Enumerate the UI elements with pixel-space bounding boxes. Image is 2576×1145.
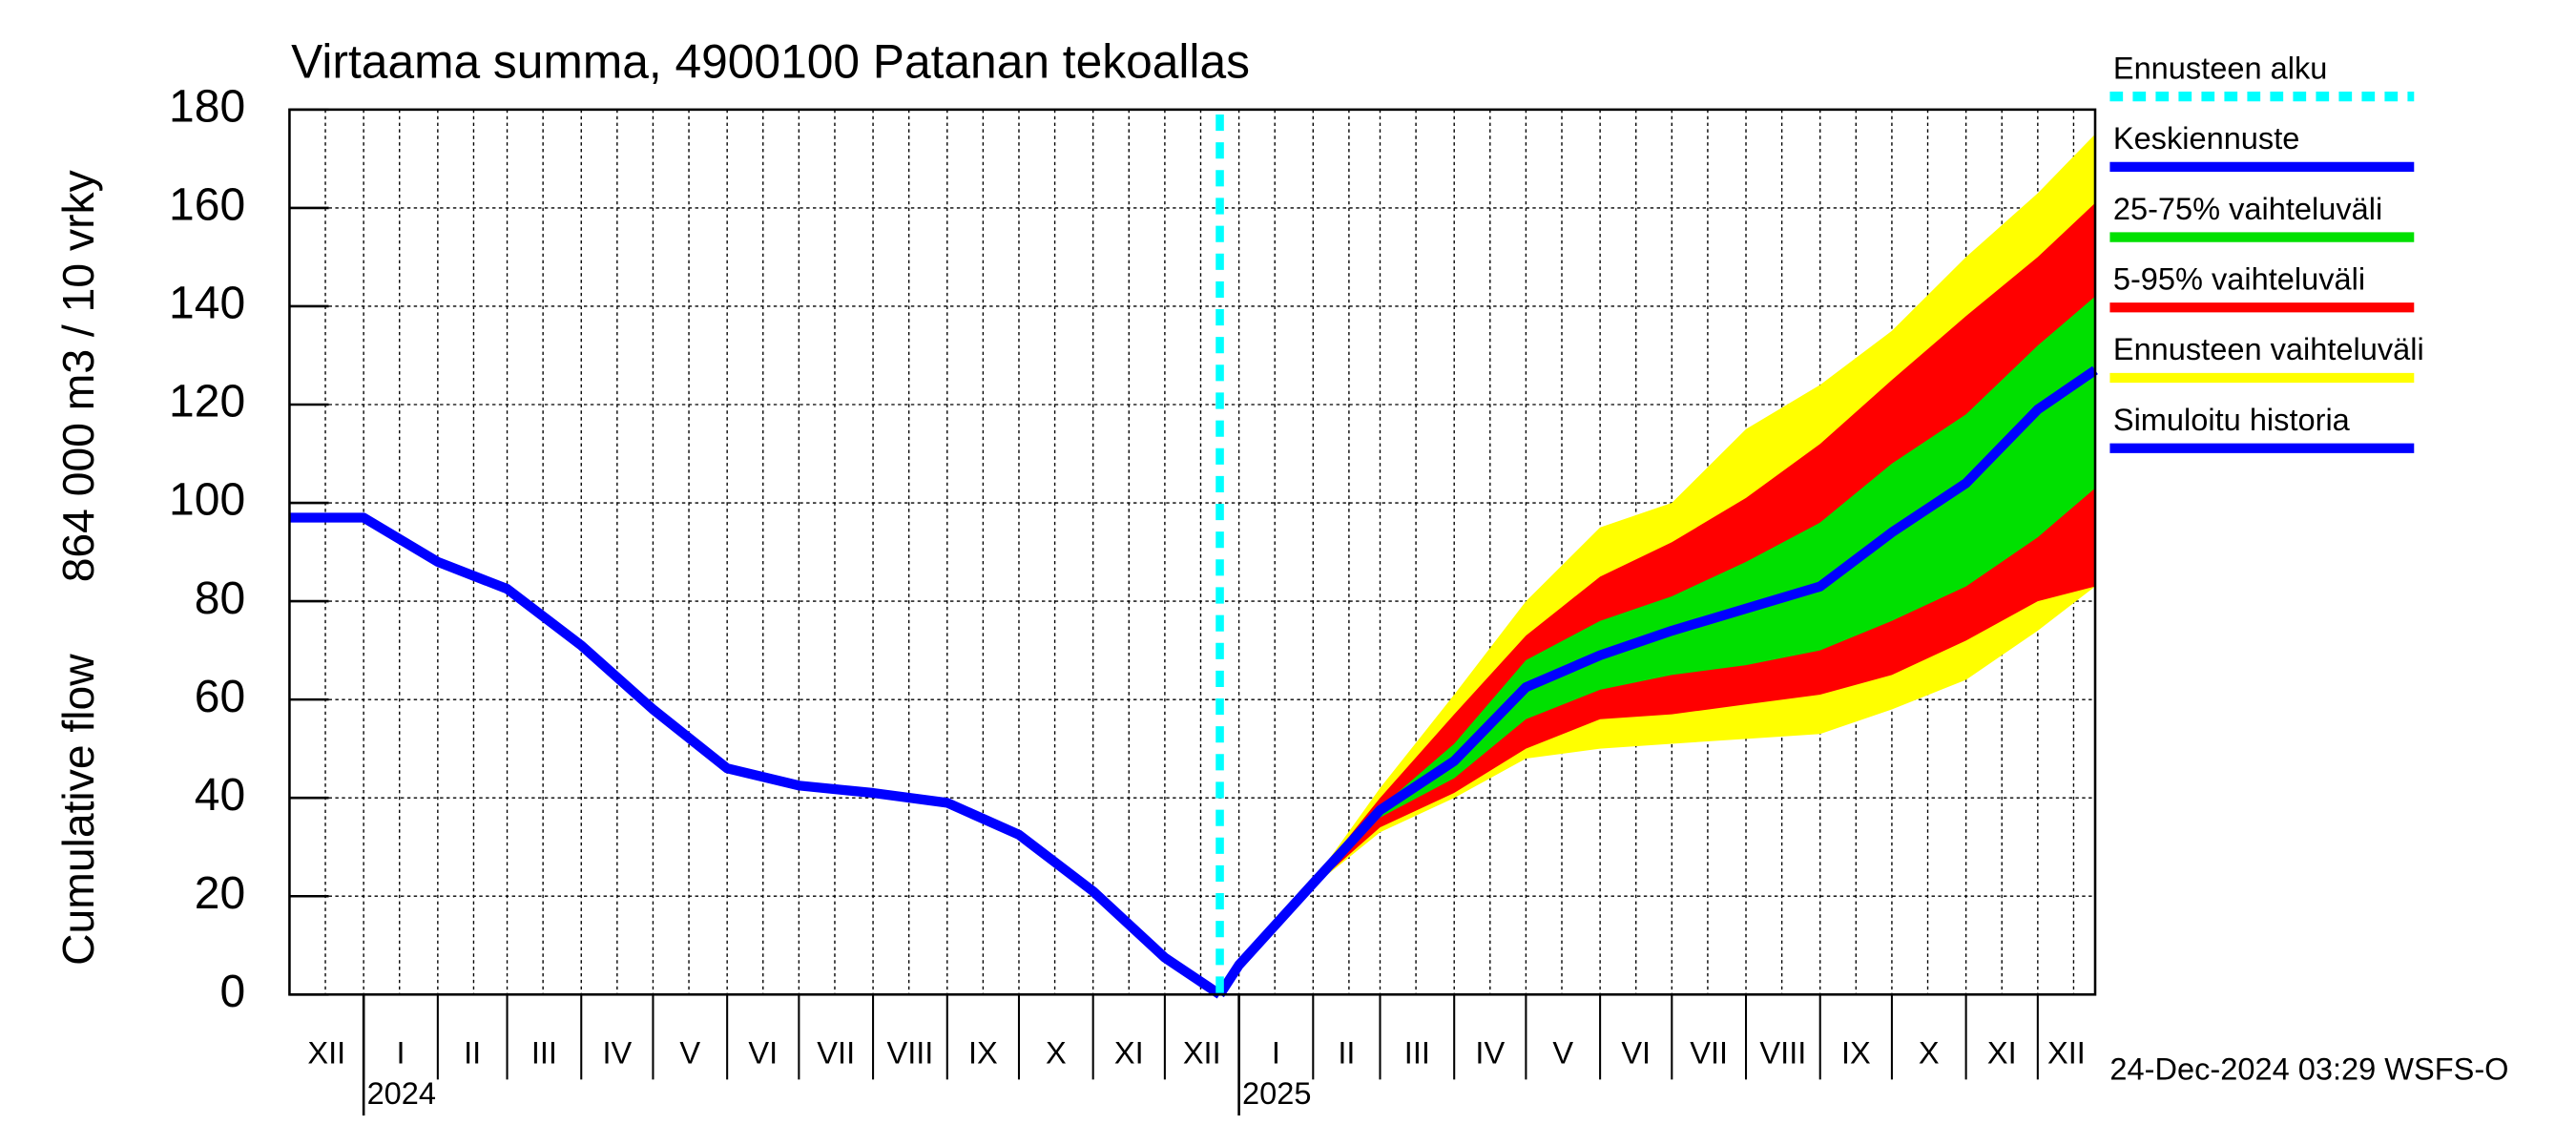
month-label: VI: [748, 1035, 778, 1070]
legend-label: Keskiennuste: [2113, 121, 2300, 156]
month-label: VII: [817, 1035, 855, 1070]
flow-line: [1215, 365, 2098, 998]
y-axis-label: 864 000 m3 / 10 vrky: [53, 169, 103, 582]
timestamp: 24-Dec-2024 03:29 WSFS-O: [2109, 1051, 2508, 1086]
month-label: XI: [1114, 1035, 1144, 1070]
month-label: V: [1552, 1035, 1573, 1070]
legend-label: Ennusteen alku: [2113, 51, 2328, 85]
month-label: XI: [1987, 1035, 2017, 1070]
month-label: II: [1338, 1035, 1355, 1070]
month-label: VIII: [886, 1035, 933, 1070]
y-tick-label: 40: [195, 770, 245, 821]
month-label: X: [1919, 1035, 1940, 1070]
month-label: IV: [1475, 1035, 1505, 1070]
month-label: VIII: [1759, 1035, 1806, 1070]
range-band: [1219, 296, 2095, 995]
month-label: IX: [968, 1035, 998, 1070]
legend-label: 25-75% vaihteluväli: [2113, 192, 2382, 226]
plot-frame: [288, 108, 2097, 996]
y-tick-label: 100: [169, 475, 245, 526]
month-label: III: [531, 1035, 557, 1070]
y-axis-label: Cumulative flow: [53, 654, 103, 966]
month-label: II: [464, 1035, 481, 1070]
legend-label: Simuloitu historia: [2113, 403, 2351, 437]
month-label: XII: [307, 1035, 345, 1070]
y-tick-label: 0: [219, 967, 245, 1017]
month-label: VII: [1690, 1035, 1728, 1070]
x-tick-label: 2024: [367, 1076, 436, 1111]
month-label: IV: [602, 1035, 632, 1070]
month-label: I: [1272, 1035, 1280, 1070]
flow-line: [289, 512, 1223, 999]
month-label: III: [1404, 1035, 1430, 1070]
month-label: X: [1046, 1035, 1067, 1070]
legend-label: 5-95% vaihteluväli: [2113, 261, 2365, 296]
month-label: VI: [1621, 1035, 1651, 1070]
y-tick-label: 140: [169, 279, 245, 329]
y-tick-label: 20: [195, 868, 245, 919]
month-label: XII: [2047, 1035, 2086, 1070]
legend-label: Ennusteen vaihteluväli: [2113, 332, 2424, 366]
month-label: XII: [1183, 1035, 1221, 1070]
y-tick-label: 60: [195, 672, 245, 722]
y-tick-label: 120: [169, 377, 245, 427]
y-tick-label: 180: [169, 82, 245, 133]
range-band: [1219, 202, 2095, 995]
month-label: IX: [1841, 1035, 1871, 1070]
y-tick-label: 160: [169, 180, 245, 231]
y-tick-label: 80: [195, 573, 245, 624]
month-label: I: [396, 1035, 405, 1070]
x-tick-label: 2025: [1242, 1076, 1311, 1111]
chart-title: Virtaama summa, 4900100 Patanan tekoalla…: [291, 35, 1250, 89]
month-label: V: [679, 1035, 700, 1070]
